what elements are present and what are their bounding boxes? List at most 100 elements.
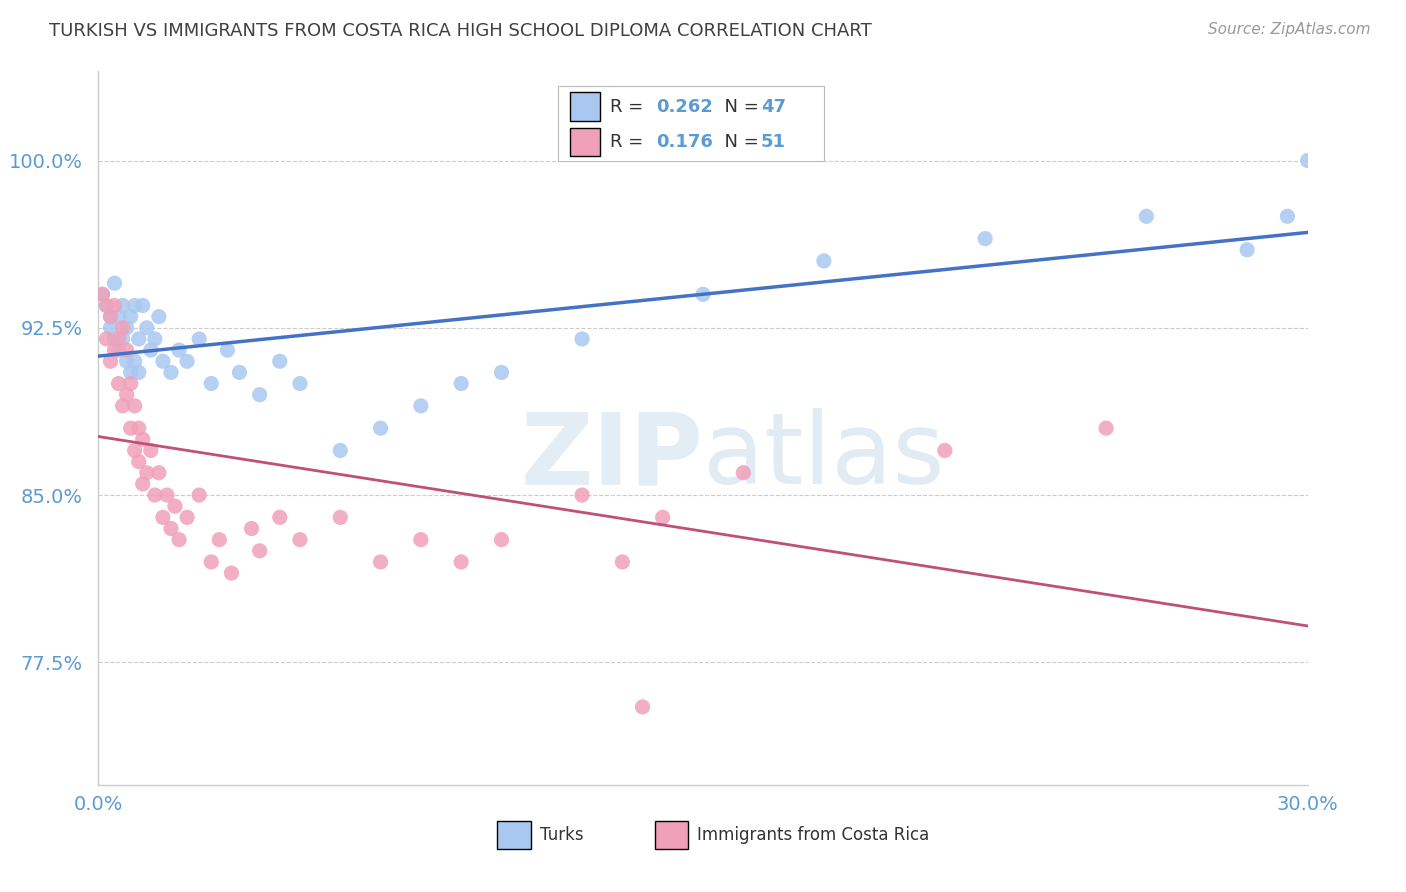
Point <box>100 354 122 368</box>
Point <box>115 321 138 335</box>
Text: Source: ZipAtlas.com: Source: ZipAtlas.com <box>1208 22 1371 37</box>
Point <box>96 298 118 313</box>
Point <box>143 332 166 346</box>
Point <box>132 298 155 313</box>
Point <box>128 455 150 469</box>
Point <box>111 399 134 413</box>
Point <box>160 366 183 380</box>
Point <box>115 343 138 358</box>
Point <box>1135 210 1157 224</box>
Text: 47: 47 <box>761 97 786 116</box>
Text: 0.262: 0.262 <box>655 97 713 116</box>
Point <box>200 555 222 569</box>
Point <box>143 488 166 502</box>
Text: R =: R = <box>610 133 650 151</box>
FancyBboxPatch shape <box>569 128 600 156</box>
Text: 0.176: 0.176 <box>655 133 713 151</box>
Point <box>103 277 125 291</box>
Point <box>974 232 997 246</box>
Point <box>409 533 432 547</box>
Point <box>612 555 634 569</box>
Point <box>240 522 263 536</box>
FancyBboxPatch shape <box>498 821 531 849</box>
Point <box>120 376 142 391</box>
Text: Immigrants from Costa Rica: Immigrants from Costa Rica <box>697 826 929 844</box>
Text: R =: R = <box>610 97 650 116</box>
Point <box>329 443 352 458</box>
Point <box>148 466 170 480</box>
Point <box>176 354 198 368</box>
Point <box>200 376 222 391</box>
Point <box>100 321 122 335</box>
Point <box>370 555 392 569</box>
Point <box>100 310 122 324</box>
Point <box>120 421 142 435</box>
Point <box>228 366 250 380</box>
Point <box>120 310 142 324</box>
Point <box>128 332 150 346</box>
Point <box>491 533 513 547</box>
Point <box>152 510 174 524</box>
Text: 51: 51 <box>761 133 786 151</box>
Point <box>167 343 190 358</box>
Text: N =: N = <box>713 97 765 116</box>
Point <box>163 500 186 514</box>
Point <box>124 298 146 313</box>
Point <box>813 254 835 268</box>
Point <box>167 533 190 547</box>
Point <box>651 510 673 524</box>
Point <box>139 443 162 458</box>
Point <box>91 287 114 301</box>
Point <box>269 510 291 524</box>
Point <box>128 366 150 380</box>
Point <box>128 421 150 435</box>
Point <box>450 376 472 391</box>
Point <box>120 366 142 380</box>
Point <box>160 522 183 536</box>
Point <box>107 310 129 324</box>
Point <box>188 332 211 346</box>
Point <box>111 321 134 335</box>
FancyBboxPatch shape <box>655 821 689 849</box>
Text: atlas: atlas <box>703 409 945 505</box>
Point <box>409 399 432 413</box>
Point <box>1095 421 1118 435</box>
Point <box>288 533 311 547</box>
Point <box>135 466 157 480</box>
Point <box>491 366 513 380</box>
Point <box>139 343 162 358</box>
Point <box>288 376 311 391</box>
Point <box>208 533 231 547</box>
Point <box>111 298 134 313</box>
Point <box>124 399 146 413</box>
Point <box>96 332 118 346</box>
Point <box>107 332 129 346</box>
Point <box>124 354 146 368</box>
Point <box>269 354 291 368</box>
Point <box>132 477 155 491</box>
Point <box>1277 210 1299 224</box>
Point <box>571 488 593 502</box>
Point <box>103 343 125 358</box>
Point <box>370 421 392 435</box>
Point <box>148 310 170 324</box>
Point <box>176 510 198 524</box>
FancyBboxPatch shape <box>558 86 824 161</box>
Point <box>692 287 714 301</box>
Point <box>1236 243 1258 257</box>
Point <box>103 298 125 313</box>
Point <box>217 343 239 358</box>
Point <box>156 488 179 502</box>
Point <box>152 354 174 368</box>
Point <box>107 376 129 391</box>
Text: N =: N = <box>713 133 765 151</box>
Text: ZIP: ZIP <box>520 409 703 505</box>
Point <box>934 443 956 458</box>
Point <box>115 387 138 401</box>
Point <box>329 510 352 524</box>
Point <box>91 287 114 301</box>
Point <box>1296 153 1319 168</box>
FancyBboxPatch shape <box>569 93 600 121</box>
Point <box>107 343 129 358</box>
Point <box>115 354 138 368</box>
